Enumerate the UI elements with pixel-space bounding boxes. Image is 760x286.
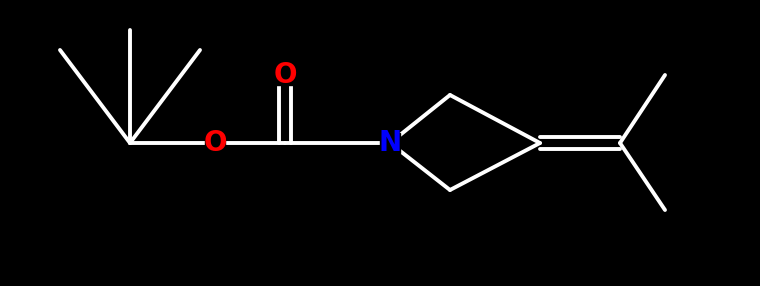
Bar (275, 65, 295, 85)
Text: O: O (203, 129, 226, 157)
Text: O: O (274, 61, 296, 89)
Text: N: N (378, 129, 401, 157)
Bar (380, 133, 400, 153)
Bar (205, 133, 225, 153)
